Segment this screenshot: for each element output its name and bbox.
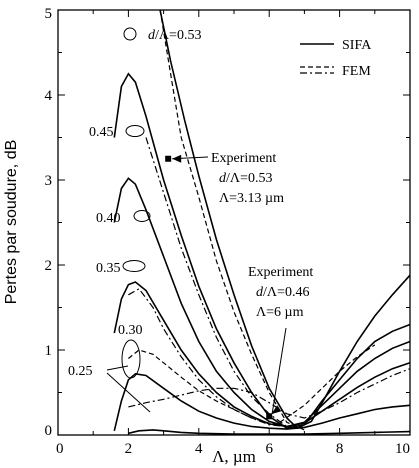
y-tick-label: 1 (45, 343, 53, 359)
series-line-sifa-0.35 (113, 281, 411, 428)
x-tick-label: 0 (56, 441, 64, 457)
x-axis-label: Λ, µm (212, 447, 256, 466)
experiment-ratio-2: d/Λ=0.46 (256, 285, 309, 300)
experiment-period-2: Λ=6 µm (256, 305, 304, 320)
series-line-sifa-0.30 (113, 372, 411, 431)
marker-ellipse-0.53 (123, 27, 137, 41)
marker-ellipse-0.35 (122, 260, 146, 272)
legend-label-fem: FEM (342, 64, 371, 79)
pointer-0.25-upper (106, 365, 129, 371)
label-0.35: 0.35 (96, 261, 121, 276)
legend: SIFA FEM (300, 38, 372, 79)
experiment-title-2: Experiment (248, 265, 313, 280)
experiment-ratio-1: d/Λ=0.53 (219, 171, 272, 186)
x-tick-label: 6 (265, 441, 273, 457)
series-line-fem-0.46 (279, 344, 376, 423)
x-tick-label: 10 (395, 441, 410, 457)
marker-ellipse-0.45 (125, 125, 145, 137)
legend-label-sifa: SIFA (342, 38, 372, 53)
label-0.30: 0.30 (118, 323, 143, 338)
y-tick-label: 4 (45, 88, 53, 104)
experiment-title-1: Experiment (211, 151, 276, 166)
y-axis-label: Pertes par soudure, dB (3, 140, 20, 305)
label-d-lambda-0.53: d/Λ=0.53 (148, 28, 201, 43)
experiment-arrowhead-2 (271, 405, 282, 415)
series-line-sifa-0.45 (113, 72, 411, 430)
label-0.25: 0.25 (68, 364, 93, 379)
x-tick-label: 2 (125, 441, 133, 457)
marker-ellipse-0.30 (121, 339, 141, 379)
y-tick-label: 5 (45, 6, 53, 22)
marker-ellipse-0.40 (133, 210, 151, 222)
experiment-period-1: Λ=3.13 µm (219, 191, 284, 206)
label-0.45: 0.45 (89, 125, 114, 140)
y-tick-label: 2 (45, 258, 53, 274)
series-line-sifa-0.40 (113, 177, 411, 428)
y-tick-label: 0 (45, 423, 53, 439)
label-0.40: 0.40 (96, 211, 121, 226)
experiment-point-2 (266, 413, 273, 420)
y-tick-label: 3 (45, 173, 53, 189)
series-line-sifa-0.53 (159, 9, 411, 430)
series-line-fem-0.45 (145, 137, 305, 429)
x-tick-label: 4 (195, 441, 203, 457)
experiment-arrowhead-1 (172, 154, 182, 163)
x-tick-label: 8 (336, 441, 344, 457)
series-lines (113, 9, 411, 435)
pointer-0.25-lower (106, 372, 151, 413)
ticks: 0 2 4 6 8 10 0 1 2 3 4 5 (45, 6, 411, 457)
annotations: d/Λ=0.53 0.45 0.40 0.35 0.30 0.25 Experiment d/… (68, 27, 313, 420)
series-line-fem-0.30 (128, 349, 287, 428)
series-line-fem-0.35 (128, 288, 287, 428)
series-line-sifa-0.25 (128, 429, 411, 435)
series-line-fem-0.25 (128, 368, 411, 419)
experiment-point-1 (165, 155, 172, 162)
experiment-arrow-2 (271, 327, 287, 414)
